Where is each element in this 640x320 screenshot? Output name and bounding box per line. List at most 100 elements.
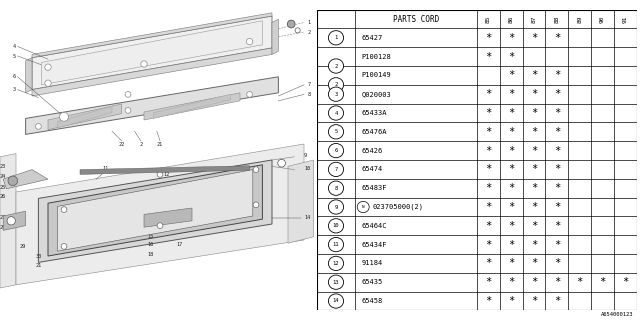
Text: *: * <box>554 202 560 212</box>
Text: *: * <box>554 277 560 287</box>
Text: 6: 6 <box>13 74 16 79</box>
Text: *: * <box>554 296 560 306</box>
Text: 65458: 65458 <box>362 298 383 304</box>
Text: 11: 11 <box>333 242 339 247</box>
Polygon shape <box>288 160 314 243</box>
Text: Q020003: Q020003 <box>362 91 391 97</box>
Text: 19: 19 <box>74 221 80 227</box>
Text: 21: 21 <box>35 263 42 268</box>
Text: *: * <box>554 259 560 268</box>
Text: 2: 2 <box>334 82 338 87</box>
Text: *: * <box>554 70 560 80</box>
Text: *: * <box>508 127 514 137</box>
Text: 24: 24 <box>0 173 6 179</box>
Circle shape <box>328 181 344 195</box>
Circle shape <box>278 159 285 167</box>
Text: 18: 18 <box>147 252 154 257</box>
Text: *: * <box>508 52 514 61</box>
Circle shape <box>253 202 259 208</box>
Text: 1: 1 <box>307 20 310 25</box>
Text: 10: 10 <box>304 165 310 171</box>
Text: *: * <box>485 202 492 212</box>
Text: 22: 22 <box>118 141 125 147</box>
Polygon shape <box>48 104 122 130</box>
Circle shape <box>61 207 67 212</box>
Polygon shape <box>144 93 240 120</box>
Text: 65464C: 65464C <box>362 223 387 229</box>
Polygon shape <box>48 165 262 256</box>
Circle shape <box>8 176 18 186</box>
Text: *: * <box>485 108 492 118</box>
Text: 1: 1 <box>334 35 338 40</box>
Circle shape <box>141 61 147 67</box>
Text: 25: 25 <box>0 185 6 190</box>
Text: *: * <box>485 52 492 61</box>
Text: 6: 6 <box>334 148 338 153</box>
Text: 12: 12 <box>333 261 339 266</box>
Text: P100128: P100128 <box>362 53 391 60</box>
Text: 10: 10 <box>333 223 339 228</box>
Text: 65434F: 65434F <box>362 242 387 248</box>
Polygon shape <box>32 16 272 90</box>
Circle shape <box>7 217 15 225</box>
Circle shape <box>45 80 51 86</box>
Text: 2: 2 <box>307 29 310 35</box>
Text: 89: 89 <box>577 15 582 23</box>
Text: 65474: 65474 <box>362 166 383 172</box>
Text: 3: 3 <box>13 87 16 92</box>
Circle shape <box>328 125 344 139</box>
Polygon shape <box>0 154 16 288</box>
Text: *: * <box>554 221 560 231</box>
Text: 8: 8 <box>334 186 338 191</box>
Text: 15: 15 <box>147 234 154 239</box>
Circle shape <box>328 31 344 45</box>
Polygon shape <box>38 160 272 262</box>
Text: *: * <box>531 127 537 137</box>
Circle shape <box>357 201 369 213</box>
Text: 85: 85 <box>486 15 491 23</box>
Polygon shape <box>58 170 253 251</box>
Text: *: * <box>508 259 514 268</box>
Text: *: * <box>531 108 537 118</box>
Text: *: * <box>531 240 537 250</box>
Text: 20: 20 <box>74 231 80 236</box>
Polygon shape <box>58 106 112 128</box>
Text: *: * <box>554 127 560 137</box>
Text: 4: 4 <box>334 110 338 116</box>
Circle shape <box>295 28 300 33</box>
Text: *: * <box>485 89 492 99</box>
Text: 2: 2 <box>334 63 338 68</box>
Circle shape <box>328 162 344 177</box>
Polygon shape <box>32 13 272 58</box>
Text: *: * <box>508 202 514 212</box>
Text: 21: 21 <box>157 141 163 147</box>
Polygon shape <box>3 170 48 189</box>
Text: *: * <box>554 146 560 156</box>
Text: P100149: P100149 <box>362 72 391 78</box>
Text: 87: 87 <box>531 15 536 23</box>
Text: *: * <box>485 259 492 268</box>
Polygon shape <box>26 77 278 134</box>
Text: 3: 3 <box>334 92 338 97</box>
Circle shape <box>328 59 344 73</box>
Text: 88: 88 <box>554 15 559 23</box>
Text: *: * <box>485 240 492 250</box>
Polygon shape <box>154 94 230 118</box>
Circle shape <box>328 143 344 158</box>
Circle shape <box>287 20 295 28</box>
Circle shape <box>61 244 67 249</box>
Circle shape <box>328 219 344 233</box>
Polygon shape <box>16 144 304 285</box>
Text: *: * <box>485 164 492 174</box>
Text: *: * <box>508 164 514 174</box>
Polygon shape <box>42 21 262 85</box>
Text: *: * <box>531 183 537 193</box>
Text: 14: 14 <box>304 215 310 220</box>
Text: 16: 16 <box>147 242 154 247</box>
Text: 91: 91 <box>623 15 628 23</box>
Text: 26: 26 <box>0 194 6 199</box>
Text: 90: 90 <box>600 15 605 23</box>
Text: 27: 27 <box>0 215 6 220</box>
Polygon shape <box>80 166 250 174</box>
Circle shape <box>157 223 163 228</box>
